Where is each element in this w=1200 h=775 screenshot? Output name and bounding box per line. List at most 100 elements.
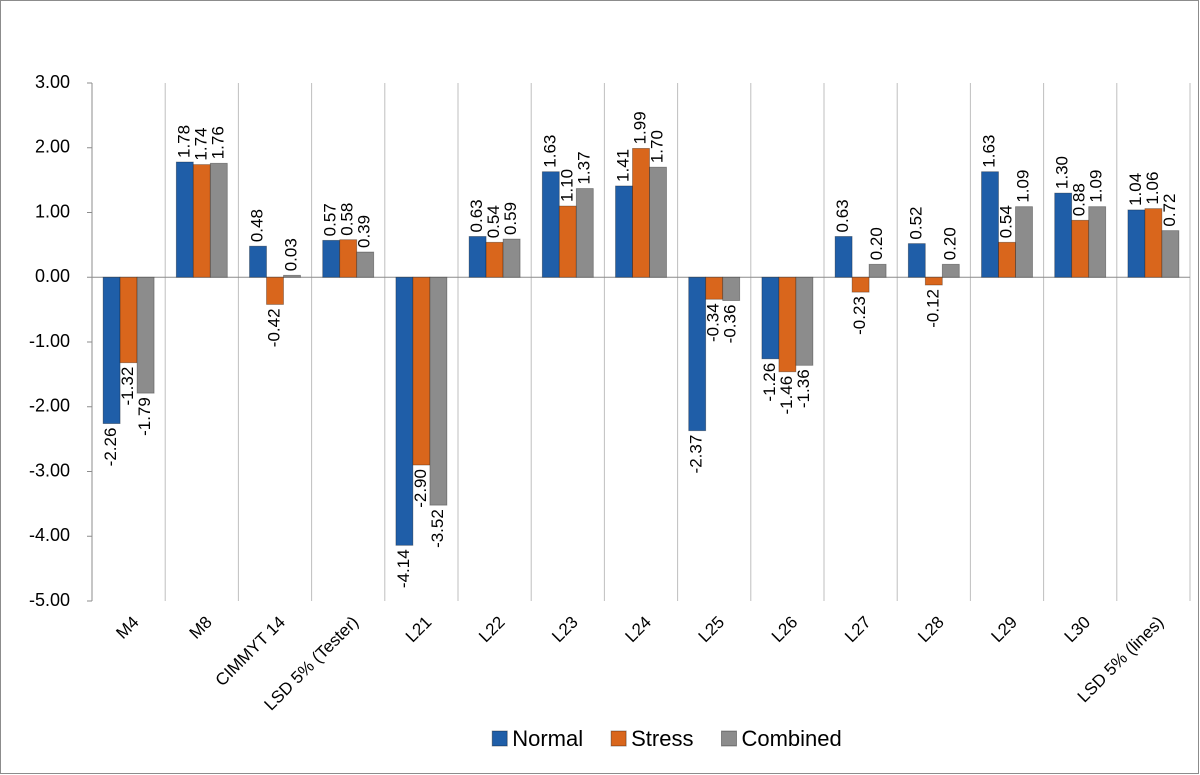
- value-label: 1.63: [979, 135, 998, 168]
- value-label: 0.88: [1070, 183, 1089, 216]
- bar: [209, 162, 228, 278]
- bar: [249, 245, 267, 278]
- value-label: 0.63: [833, 199, 852, 232]
- legend-label: Normal: [512, 726, 583, 751]
- bar: [575, 188, 594, 278]
- value-label: 0.20: [867, 227, 886, 260]
- value-label: 1.04: [1126, 173, 1145, 206]
- bar: [705, 276, 724, 300]
- bar: [322, 239, 341, 278]
- bar: [924, 276, 943, 286]
- value-label: -1.36: [794, 369, 813, 408]
- value-label: 0.52: [906, 206, 925, 239]
- legend-swatch: [720, 730, 737, 747]
- value-label: 1.63: [540, 135, 559, 168]
- bar: [1015, 206, 1033, 278]
- bar: [722, 276, 741, 301]
- y-tick-label: 0.00: [35, 266, 70, 286]
- value-label: -4.14: [394, 549, 413, 588]
- value-label: 1.74: [191, 127, 210, 160]
- value-label: -1.32: [118, 367, 137, 406]
- bar: [468, 236, 487, 278]
- legend-label: Stress: [631, 726, 693, 751]
- legend-swatch: [491, 730, 508, 747]
- bar: [136, 276, 155, 394]
- bar: [558, 205, 577, 278]
- value-label: 0.54: [996, 205, 1015, 238]
- value-label: 1.37: [574, 151, 593, 184]
- value-label: -1.46: [777, 376, 796, 415]
- bar: [795, 276, 814, 366]
- bar: [283, 274, 301, 278]
- y-tick-label: -2.00: [29, 396, 70, 416]
- bar: [907, 243, 926, 278]
- value-label: 1.70: [647, 130, 666, 163]
- value-label: 1.06: [1143, 172, 1162, 205]
- value-label: 1.30: [1053, 156, 1072, 189]
- bar: [412, 276, 431, 466]
- value-label: 0.58: [338, 203, 357, 236]
- bar: [266, 276, 284, 305]
- value-label: 1.41: [613, 149, 632, 182]
- bar: [868, 263, 887, 278]
- y-tick-label: 1.00: [35, 201, 70, 221]
- value-label: -0.23: [850, 296, 869, 335]
- y-tick-label: -1.00: [29, 331, 70, 351]
- y-tick-label: 2.00: [35, 137, 70, 157]
- bar: [834, 236, 853, 278]
- bar: [615, 185, 633, 278]
- value-label: 0.59: [501, 202, 520, 235]
- bar: [175, 161, 194, 278]
- bar: [632, 147, 650, 278]
- value-label: 0.72: [1160, 194, 1179, 227]
- bar: [356, 251, 375, 278]
- value-label: -0.42: [264, 308, 283, 347]
- value-label: 0.63: [467, 199, 486, 232]
- value-label: 0.39: [355, 215, 374, 248]
- bar: [1127, 209, 1146, 278]
- bar: [1071, 219, 1090, 278]
- value-label: 1.76: [208, 126, 227, 159]
- bar: [941, 263, 960, 278]
- value-label: 0.54: [484, 205, 503, 238]
- y-tick-label: -3.00: [29, 460, 70, 480]
- bar: [851, 276, 870, 293]
- bar: [998, 241, 1016, 278]
- value-label: -1.79: [135, 397, 154, 436]
- bar: [761, 276, 780, 360]
- value-label: -0.34: [704, 303, 723, 342]
- bar: [778, 276, 797, 373]
- y-tick-label: -4.00: [29, 525, 70, 545]
- value-label: 0.57: [321, 203, 340, 236]
- value-label: -0.12: [923, 289, 942, 328]
- value-label: 1.09: [1087, 170, 1106, 203]
- value-label: -2.26: [101, 428, 120, 467]
- value-label: 0.20: [940, 227, 959, 260]
- bar: [192, 164, 211, 278]
- y-tick-label: 3.00: [35, 72, 70, 92]
- value-label: -1.26: [760, 363, 779, 402]
- bar: [649, 166, 667, 278]
- bar: [119, 276, 138, 364]
- legend-swatch: [610, 730, 627, 747]
- value-label: 0.48: [247, 209, 266, 242]
- value-label: 1.09: [1013, 170, 1032, 203]
- bar: [981, 171, 999, 278]
- value-label: 1.99: [630, 111, 649, 144]
- value-label: 1.78: [174, 125, 193, 158]
- bar: [1161, 230, 1180, 278]
- value-label: -2.90: [411, 469, 430, 508]
- value-label: -3.52: [428, 509, 447, 548]
- bar: [502, 238, 521, 278]
- bar: [688, 276, 707, 432]
- value-label: -0.36: [721, 305, 740, 344]
- y-tick-label: -5.00: [29, 590, 70, 610]
- value-label: -2.37: [687, 435, 706, 474]
- bar: [485, 241, 504, 278]
- value-label: 1.10: [557, 169, 576, 202]
- value-label: 0.03: [281, 238, 300, 271]
- bar: [429, 276, 448, 506]
- legend-label: Combined: [741, 726, 841, 751]
